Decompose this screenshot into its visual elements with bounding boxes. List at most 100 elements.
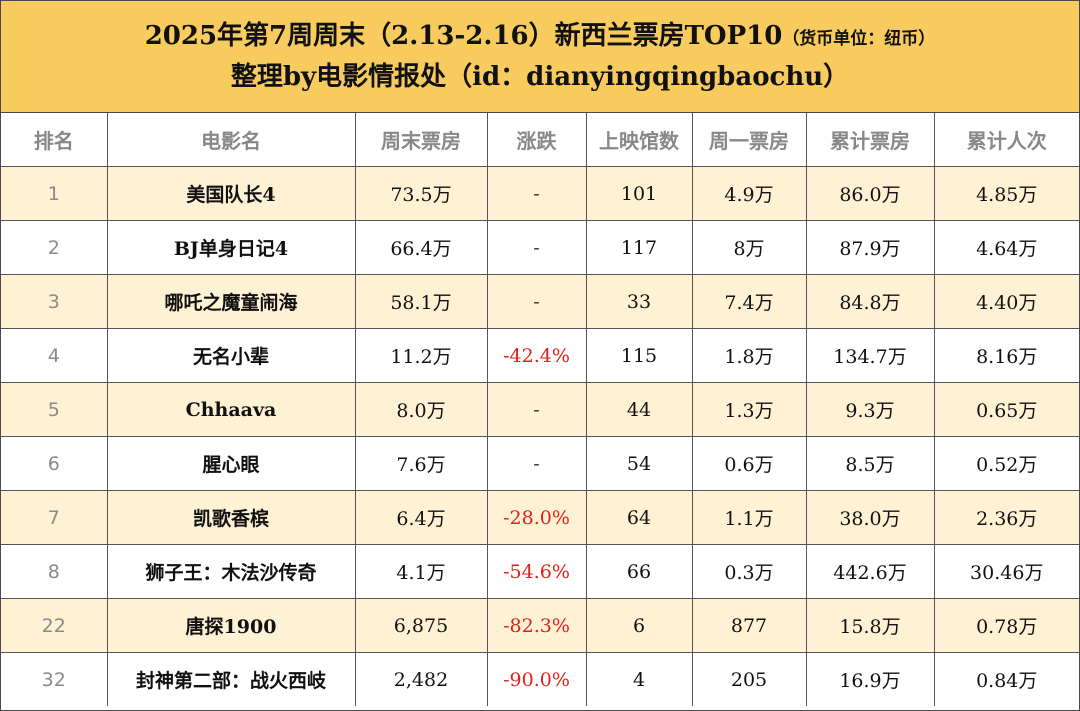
total-gross-cell: 87.9万	[806, 220, 935, 275]
table-row: 2 BJ单身日记4 66.4万 -117 8万 87.9万 4.64万	[1, 220, 1079, 275]
weekend-gross-cell: 73.5万	[355, 166, 488, 221]
admissions-cell: 4.40万	[934, 274, 1079, 329]
column-header-theaters: 上映馆数	[586, 113, 693, 167]
table-row: 5 Chhaava 8.0万 -44 1.3万 9.3万 0.65万	[1, 382, 1079, 437]
change-cell: -42.4%	[487, 328, 587, 383]
weekend-gross-cell: 7.6万	[355, 436, 488, 491]
table-row: 4 无名小辈 11.2万 -42.4% 115 1.8万 134.7万 8.16万	[1, 328, 1079, 383]
admissions-cell: 0.78万	[934, 598, 1079, 653]
weekend-gross-cell: 8.0万	[355, 382, 488, 437]
rank-cell: 8	[1, 544, 108, 599]
total-gross-cell: 84.8万	[806, 274, 935, 329]
admissions-cell: 30.46万	[934, 544, 1079, 599]
table-body: 1 美国队长4 73.5万 -101 4.9万 86.0万 4.85万 2 BJ单身日记4 66.…	[1, 166, 1079, 706]
change-cell: -54.6%	[487, 544, 587, 599]
total-gross-cell: 8.5万	[806, 436, 935, 491]
movie-title-cell: Chhaava	[107, 382, 356, 437]
monday-gross-cell: 877	[692, 598, 807, 653]
change-cell: -82.3%	[487, 598, 587, 653]
theater-count-cell: 64	[586, 490, 693, 545]
weekend-gross-cell: 2,482	[355, 652, 488, 706]
monday-gross-cell: 8万	[692, 220, 807, 275]
admissions-cell: 0.84万	[976, 670, 1038, 692]
column-header-weekend: 周末票房	[355, 113, 488, 167]
change-cell: -	[487, 166, 587, 221]
total-gross-cell: 15.8万	[806, 598, 935, 653]
rank-cell: 1	[1, 166, 108, 221]
change-cell: -	[487, 274, 587, 329]
theater-count-cell: 117	[586, 220, 693, 275]
change-cell: -	[487, 436, 587, 491]
movie-title-cell: 封神第二部：战火西岐	[107, 652, 356, 706]
movie-title-cell: 美国队长4	[107, 166, 356, 221]
admissions-cell: 8.16万	[934, 328, 1079, 383]
column-header-rank: 排名	[1, 113, 108, 167]
movie-title-cell: 无名小辈	[107, 328, 356, 383]
admissions-cell: 2.36万	[934, 490, 1079, 545]
total-gross-cell: 134.7万	[806, 328, 935, 383]
movie-title-cell: 狮子王：木法沙传奇	[107, 544, 356, 599]
header-row: 排名 电影名 周末票房 涨跌 上映馆数 周一票房 累计票房 累计人次	[1, 113, 1079, 167]
rank-cell: 4	[1, 328, 108, 383]
movie-title-cell: 腥心眼	[107, 436, 356, 491]
theater-count-cell: 115	[586, 328, 693, 383]
monday-gross-cell: 1.1万	[692, 490, 807, 545]
table-row: 22 唐探1900 6,875 -82.3% 6 877 15.8万 0.78万	[1, 598, 1079, 653]
theater-count-cell: 44	[586, 382, 693, 437]
movie-title-cell: 哪吒之魔童闹海	[107, 274, 356, 329]
monday-gross-cell: 4.9万	[692, 166, 807, 221]
total-gross-cell: 442.6万	[806, 544, 935, 599]
movie-title-cell: BJ单身日记4	[107, 220, 356, 275]
column-header-title: 电影名	[107, 113, 356, 167]
table-row: 7 凯歌香槟 6.4万 -28.0% 64 1.1万 38.0万 2.36万	[1, 490, 1079, 545]
table-row: 32 封神第二部：战火西岐 2,482 -90.0% 4 205 16.9万 0.84万	[1, 652, 1079, 706]
rank-cell: 6	[1, 436, 108, 491]
column-header-total: 累计票房	[806, 113, 935, 167]
monday-gross-cell: 7.4万	[692, 274, 807, 329]
admissions-cell: 0.52万	[934, 436, 1079, 491]
weekend-gross-cell: 4.1万	[355, 544, 488, 599]
total-gross-cell: 9.3万	[806, 382, 935, 437]
change-cell: -	[487, 382, 587, 437]
column-header-monday: 周一票房	[692, 113, 807, 167]
box-office-table: 排名 电影名 周末票房 涨跌 上映馆数 周一票房 累计票房 累计人次 1 美国队长…	[1, 113, 1079, 706]
table-row: 8 狮子王：木法沙传奇 4.1万 -54.6% 66 0.3万 442.6万 30.46万	[1, 544, 1079, 599]
monday-gross-cell: 0.6万	[692, 436, 807, 491]
admissions-cell: 0.65万	[934, 382, 1079, 437]
rank-cell: 32	[1, 652, 108, 706]
weekend-gross-cell: 6.4万	[355, 490, 488, 545]
weekend-gross-cell: 11.2万	[355, 328, 488, 383]
page-subtitle: 整理by电影情报处（id：dianyingqingbaochu）	[230, 62, 850, 92]
change-cell: -	[487, 220, 587, 275]
monday-gross-cell: 1.8万	[692, 328, 807, 383]
table-row: 1 美国队长4 73.5万 -101 4.9万 86.0万 4.85万	[1, 166, 1079, 221]
currency-note: （货币单位：纽币）	[782, 29, 936, 49]
page-title: 2025年第7周周末（2.13-2.16）新西兰票房TOP10（货币单位：纽币）	[145, 17, 936, 58]
admissions-cell: 4.85万	[934, 166, 1079, 221]
total-gross-cell: 86.0万	[806, 166, 935, 221]
theater-count-cell: 33	[586, 274, 693, 329]
title-banner: 2025年第7周周末（2.13-2.16）新西兰票房TOP10（货币单位：纽币）…	[1, 1, 1079, 113]
movie-title-cell: 凯歌香槟	[107, 490, 356, 545]
table-row: 3 哪吒之魔童闹海 58.1万 -33 7.4万 84.8万 4.40万	[1, 274, 1079, 329]
theater-count-cell: 4	[586, 652, 693, 706]
theater-count-cell: 101	[586, 166, 693, 221]
theater-count-cell: 54	[586, 436, 693, 491]
table-row: 6 腥心眼 7.6万 -54 0.6万 8.5万 0.52万	[1, 436, 1079, 491]
total-gross-cell: 16.9万	[806, 652, 935, 706]
column-header-admissions: 累计人次	[934, 113, 1079, 167]
title-main: 2025年第7周周末（2.13-2.16）新西兰票房TOP10	[144, 21, 783, 51]
movie-title-cell: 唐探1900	[107, 598, 356, 653]
admissions-cell: 4.64万	[934, 220, 1079, 275]
rank-cell: 3	[1, 274, 108, 329]
weekend-gross-cell: 58.1万	[355, 274, 488, 329]
monday-gross-cell: 0.3万	[692, 544, 807, 599]
monday-gross-cell: 1.3万	[692, 382, 807, 437]
rank-cell: 22	[1, 598, 108, 653]
theater-count-cell: 66	[586, 544, 693, 599]
theater-count-cell: 6	[586, 598, 693, 653]
monday-gross-cell: 205	[692, 652, 807, 706]
rank-cell: 2	[1, 220, 108, 275]
rank-cell: 5	[1, 382, 108, 437]
